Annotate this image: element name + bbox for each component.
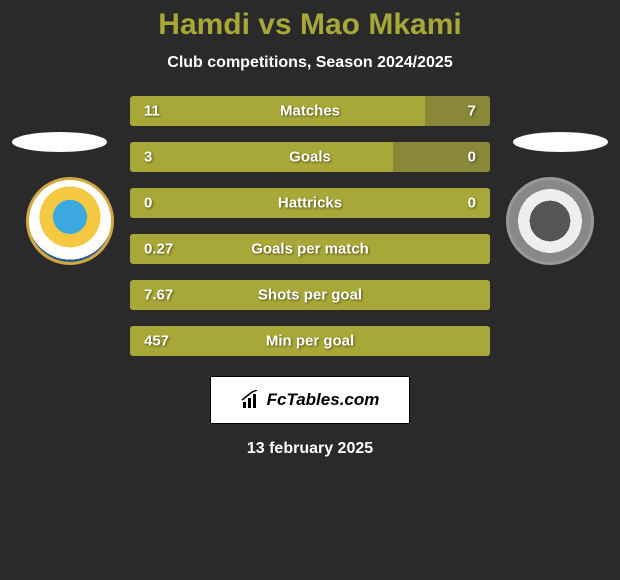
stat-label: Shots per goal <box>258 287 362 304</box>
date-text: 13 february 2025 <box>0 440 620 458</box>
stat-row: 7.67 Shots per goal <box>130 280 490 310</box>
stat-left-value: 7.67 <box>144 287 173 304</box>
stat-label: Goals <box>289 149 331 166</box>
chart-icon <box>241 390 261 410</box>
stat-right-value: 0 <box>468 149 476 166</box>
club-logo-right <box>506 177 594 265</box>
stat-left-value: 11 <box>144 103 160 120</box>
bar-right-fill <box>425 96 490 126</box>
brand-badge: FcTables.com <box>210 376 410 424</box>
stat-left-value: 0 <box>144 195 152 212</box>
stat-label: Goals per match <box>251 241 369 258</box>
comparison-infographic: Hamdi vs Mao Mkami Club competitions, Se… <box>0 0 620 580</box>
stat-right-value: 0 <box>468 195 476 212</box>
subtitle: Club competitions, Season 2024/2025 <box>0 54 620 72</box>
stat-left-value: 3 <box>144 149 152 166</box>
stat-left-value: 457 <box>144 333 169 350</box>
stat-right-value: 7 <box>468 103 476 120</box>
page-title: Hamdi vs Mao Mkami <box>0 8 620 42</box>
stats-bars: 11 Matches 7 3 Goals 0 0 Hattricks 0 0.2… <box>130 96 490 356</box>
stat-label: Hattricks <box>278 195 342 212</box>
stat-row: 457 Min per goal <box>130 326 490 356</box>
brand-text: FcTables.com <box>267 390 380 410</box>
stat-row: 3 Goals 0 <box>130 142 490 172</box>
player-shadow-left <box>12 132 107 152</box>
stat-row: 0.27 Goals per match <box>130 234 490 264</box>
club-logo-left <box>26 177 114 265</box>
stat-label: Min per goal <box>266 333 354 350</box>
player-shadow-right <box>513 132 608 152</box>
stat-left-value: 0.27 <box>144 241 173 258</box>
stat-row: 0 Hattricks 0 <box>130 188 490 218</box>
stat-label: Matches <box>280 103 340 120</box>
stat-row: 11 Matches 7 <box>130 96 490 126</box>
